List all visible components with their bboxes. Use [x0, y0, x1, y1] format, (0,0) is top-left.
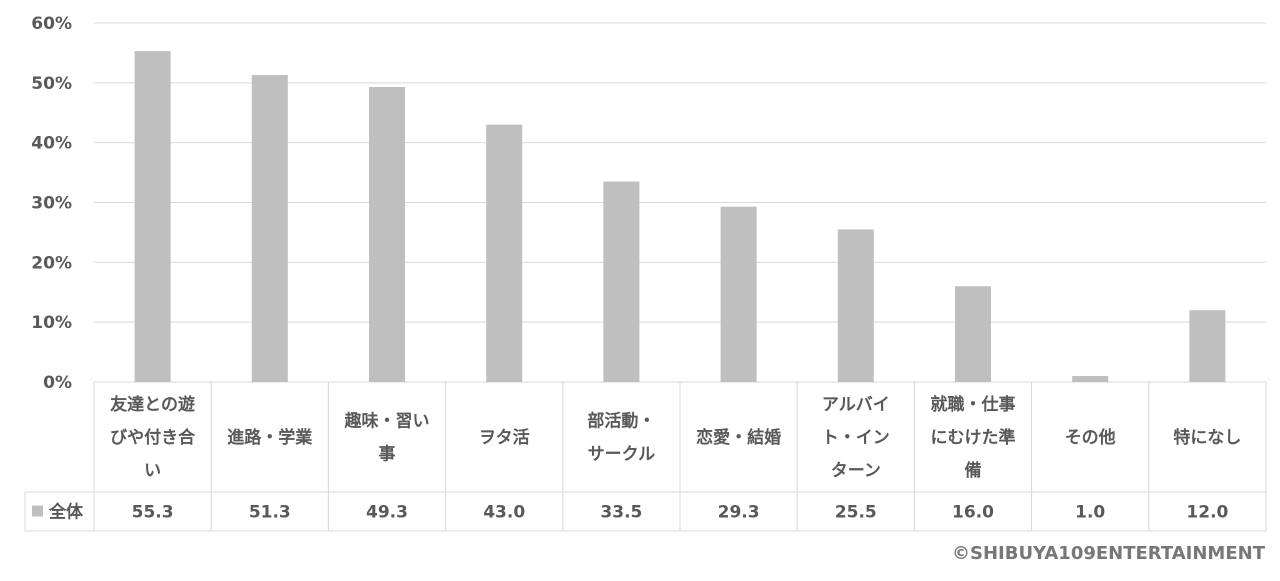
category-label: 恋愛・結婚 — [696, 427, 781, 448]
y-tick-label: 40% — [31, 134, 72, 154]
data-label: 1.0 — [1075, 503, 1105, 523]
copyright-text: ©SHIBUYA109ENTERTAINMENT — [952, 543, 1265, 564]
category-label: アルバイ — [822, 395, 890, 415]
bar — [251, 75, 288, 383]
data-label: 12.0 — [1186, 503, 1228, 523]
bar — [1189, 310, 1226, 382]
bar — [1072, 376, 1109, 382]
data-label: 29.3 — [718, 503, 760, 523]
category-label: 備 — [965, 460, 982, 481]
data-label: 55.3 — [132, 503, 174, 523]
category-label: 事 — [379, 445, 396, 465]
bar — [134, 51, 171, 382]
y-tick-label: 0% — [43, 373, 72, 393]
bar — [486, 124, 523, 382]
category-label: 就職・仕事 — [931, 394, 1016, 415]
y-tick-label: 60% — [31, 14, 72, 34]
data-label: 49.3 — [366, 503, 408, 523]
category-label: 特になし — [1173, 427, 1241, 448]
category-label: びや付き合 — [110, 427, 196, 448]
data-label: 16.0 — [952, 503, 994, 523]
category-label: その他 — [1065, 427, 1116, 448]
category-label: 友達との遊 — [110, 394, 195, 415]
bar — [603, 181, 640, 382]
bar — [837, 229, 874, 382]
y-tick-label: 10% — [31, 313, 72, 333]
y-tick-label: 20% — [31, 253, 72, 273]
bar — [955, 286, 991, 382]
category-label: 部活動・ — [587, 411, 655, 432]
category-label: い — [144, 461, 161, 481]
category-label: にむけた準 — [931, 427, 1016, 448]
bar — [369, 87, 405, 382]
legend-label: 全体 — [48, 502, 84, 523]
data-label: 43.0 — [483, 503, 525, 523]
category-label: 趣味・習い — [344, 411, 430, 432]
category-label: ターン — [831, 461, 881, 481]
y-tick-label: 50% — [31, 74, 72, 94]
legend-key — [32, 505, 43, 517]
category-label: 進路・学業 — [227, 427, 312, 448]
category-label: サークル — [588, 445, 656, 465]
bar — [720, 206, 757, 382]
data-label: 51.3 — [249, 503, 291, 523]
y-tick-label: 30% — [31, 194, 72, 214]
data-label: 25.5 — [835, 503, 877, 523]
category-label: ト・イン — [822, 428, 890, 448]
category-label: ヲタ活 — [479, 427, 530, 448]
data-label: 33.5 — [600, 503, 642, 523]
